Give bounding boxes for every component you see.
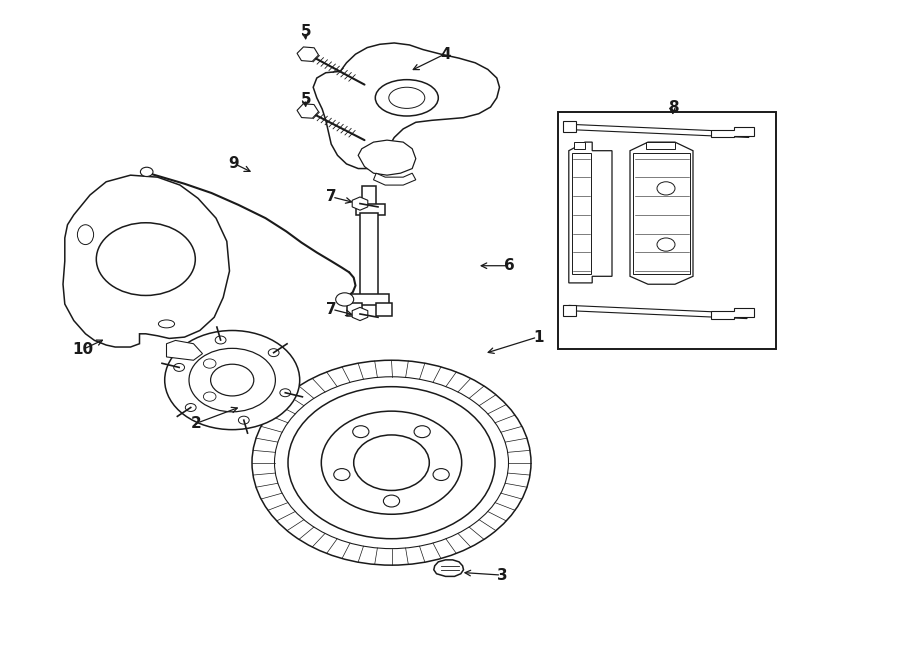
Polygon shape [572,153,591,274]
Polygon shape [356,204,385,215]
Ellipse shape [389,87,425,108]
Polygon shape [569,305,747,319]
Circle shape [354,435,429,490]
Ellipse shape [77,225,94,245]
Circle shape [140,167,153,176]
Bar [558,112,776,349]
Circle shape [238,416,249,424]
Circle shape [657,182,675,195]
Text: 8: 8 [668,100,679,114]
Text: 1: 1 [533,330,544,344]
Polygon shape [711,308,754,319]
Polygon shape [63,175,230,347]
Circle shape [433,469,449,481]
Polygon shape [562,305,576,316]
Text: 4: 4 [440,47,451,61]
Circle shape [203,392,216,401]
Polygon shape [352,307,368,321]
Polygon shape [346,303,362,316]
Text: 9: 9 [229,157,239,171]
Polygon shape [360,213,378,296]
Polygon shape [434,560,464,576]
Polygon shape [574,142,585,149]
Text: 5: 5 [301,92,311,106]
Polygon shape [297,104,319,118]
Polygon shape [351,294,389,305]
Text: 7: 7 [326,302,337,317]
Circle shape [334,469,350,481]
Text: 2: 2 [191,416,202,430]
Circle shape [215,336,226,344]
Polygon shape [297,47,319,61]
Circle shape [203,359,216,368]
Polygon shape [646,142,675,149]
Text: 10: 10 [72,342,94,356]
Text: 5: 5 [301,24,311,39]
Circle shape [353,426,369,438]
Ellipse shape [375,79,438,116]
Polygon shape [630,142,693,284]
Circle shape [185,403,196,411]
Polygon shape [358,140,416,175]
Circle shape [280,389,291,397]
Circle shape [96,223,195,295]
Circle shape [383,495,400,507]
Circle shape [657,238,675,251]
Text: 3: 3 [497,568,508,582]
Polygon shape [362,186,376,205]
Circle shape [414,426,430,438]
Polygon shape [569,124,749,137]
Ellipse shape [158,320,175,328]
Polygon shape [376,303,392,316]
Text: 7: 7 [326,190,337,204]
Polygon shape [313,43,500,169]
Circle shape [165,330,300,430]
Circle shape [336,293,354,306]
Polygon shape [374,173,416,185]
Circle shape [321,411,462,514]
Polygon shape [569,142,612,283]
Text: 6: 6 [504,258,515,273]
Polygon shape [633,153,690,274]
Polygon shape [711,127,754,137]
Circle shape [174,364,184,371]
Circle shape [268,349,279,357]
Circle shape [211,364,254,396]
Polygon shape [562,121,576,132]
Circle shape [288,387,495,539]
Circle shape [189,348,275,412]
Polygon shape [166,340,202,360]
Polygon shape [352,197,368,210]
